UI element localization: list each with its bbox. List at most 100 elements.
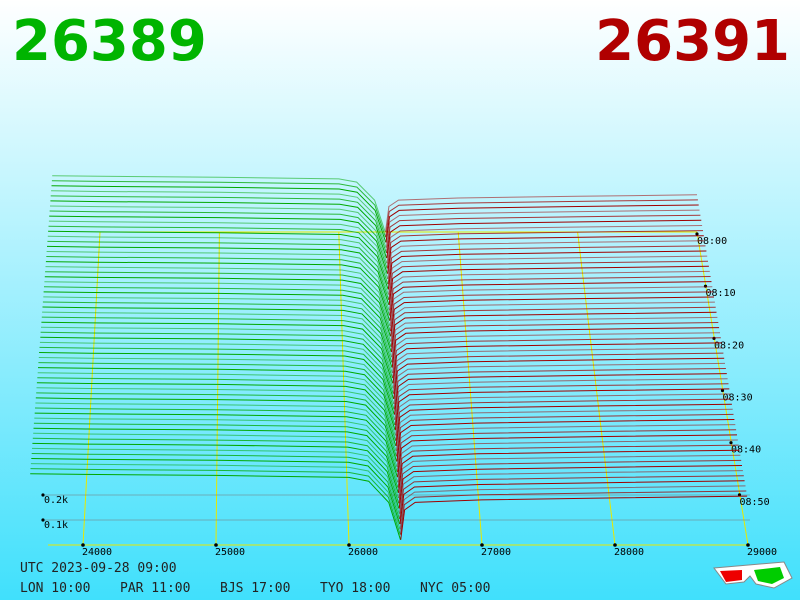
bids-depth-line [31, 447, 400, 514]
tick-mark [41, 518, 45, 522]
plot: 24000 25000 26000 27000 28000 29000 0.1k 0.2k 08… [30, 175, 777, 558]
bids-depth-line [52, 175, 386, 233]
zone-time: NYC 05:00 [420, 581, 490, 596]
bids-depth-line [39, 346, 395, 410]
zone-time: LON 10:00 [20, 581, 90, 596]
bids-depth-line [34, 417, 399, 483]
asks-depth-line [392, 342, 722, 384]
bids-depth-line [37, 367, 396, 431]
asks-depth-line [398, 465, 743, 509]
asks-depth-line [399, 485, 746, 530]
bids-depth-line [37, 372, 396, 436]
asks-depth-line [391, 322, 719, 363]
bids-depth-line [34, 412, 398, 478]
bids-depth-line [48, 225, 389, 285]
tick-mark [41, 493, 45, 497]
asks-depth-line [390, 301, 715, 342]
bids-depth-line [49, 210, 388, 269]
asks-depth-line [390, 306, 716, 347]
bids-depth-line [50, 195, 387, 254]
asks-depth-line [387, 240, 705, 279]
tick-mark [746, 543, 750, 547]
asks-depth-line [390, 296, 715, 337]
asks-depth-line [394, 383, 729, 426]
grid-line [457, 231, 483, 546]
asks-depth-line [389, 281, 712, 321]
asks-depth-line [386, 214, 701, 253]
bids-depth-line [34, 407, 398, 473]
asks-depth-line [389, 291, 714, 332]
time-label: 08:40 [731, 445, 761, 456]
tick-mark [214, 543, 218, 547]
ask-price: 26391 [595, 9, 790, 74]
asks-depth-line [395, 393, 731, 436]
asks-depth-line [396, 419, 735, 462]
asks-depth-line [398, 454, 741, 499]
time-label: 08:20 [714, 340, 744, 351]
x-tick-label: 28000 [614, 547, 644, 558]
bids-depth-line [46, 251, 390, 311]
tick-mark [695, 232, 699, 236]
asks-depth-line [394, 388, 730, 431]
time-label: 08:30 [723, 393, 753, 404]
asks-depth-line [390, 311, 717, 353]
asks-depth-line [397, 434, 738, 478]
asks-depth-line [400, 495, 748, 540]
tick-mark [613, 543, 617, 547]
3d-glasses-icon [713, 561, 793, 589]
time-label: 08:00 [697, 236, 727, 247]
bids-depth-line [43, 286, 392, 347]
tick-mark [737, 493, 742, 497]
bids-depth-line [43, 296, 392, 358]
utc-time: UTC 2023-09-28 09:00 [20, 561, 177, 576]
bids-depth-line [38, 357, 395, 420]
asks-depth-line [400, 490, 747, 535]
x-tick-label: 25000 [215, 547, 245, 558]
zone-time: BJS 17:00 [220, 581, 290, 596]
bids-depth-line [42, 306, 393, 368]
bids-depth-line [40, 326, 394, 389]
y-tick-label: 0.2k [44, 495, 68, 506]
asks-depth-line [388, 260, 709, 300]
asks-depth-line [389, 286, 713, 326]
bids-depth-line [35, 402, 398, 467]
asks-depth-line [394, 378, 728, 420]
asks-depth-line [392, 347, 723, 389]
asks-depth-line [395, 408, 733, 452]
bids-depth-line [33, 432, 399, 499]
bids-depth-line [46, 256, 390, 316]
tick-mark [480, 543, 484, 547]
bids-depth-line [48, 230, 389, 290]
bids-depth-line [44, 281, 392, 342]
asks-depth-line [388, 255, 708, 295]
bids-depth-line [47, 240, 390, 300]
asks-depth-line [395, 403, 732, 446]
asks-depth-line [399, 475, 744, 519]
bids-depth-line [47, 235, 389, 295]
bids-depth-line [42, 301, 393, 363]
bids-depth-line [38, 362, 396, 426]
asks-depth-line [393, 362, 726, 405]
asks-depth-line [388, 265, 709, 306]
bids-depth-line [46, 245, 390, 306]
bids-depth-line [36, 387, 397, 452]
bids-depth-line [32, 437, 400, 504]
asks-depth-line [391, 316, 718, 358]
asks-depth-line [386, 230, 704, 269]
asks-depth-line [386, 219, 702, 259]
bids-depth-line [33, 422, 399, 488]
asks-depth-line [387, 235, 704, 274]
x-tick-label: 24000 [82, 547, 112, 558]
bids-depth-line [41, 321, 394, 384]
asks-depth-line [395, 398, 732, 441]
asks-depth-line [385, 199, 698, 238]
asks-depth-line [393, 357, 725, 399]
y-tick-label: 0.1k [44, 520, 68, 531]
asks-depth-line [396, 429, 737, 473]
bids-depth-line [44, 276, 391, 337]
bids-depth-line [39, 352, 395, 415]
bids-depth-line [31, 453, 400, 520]
asks-depth-line [396, 413, 734, 457]
bids-depth-line [30, 468, 401, 535]
